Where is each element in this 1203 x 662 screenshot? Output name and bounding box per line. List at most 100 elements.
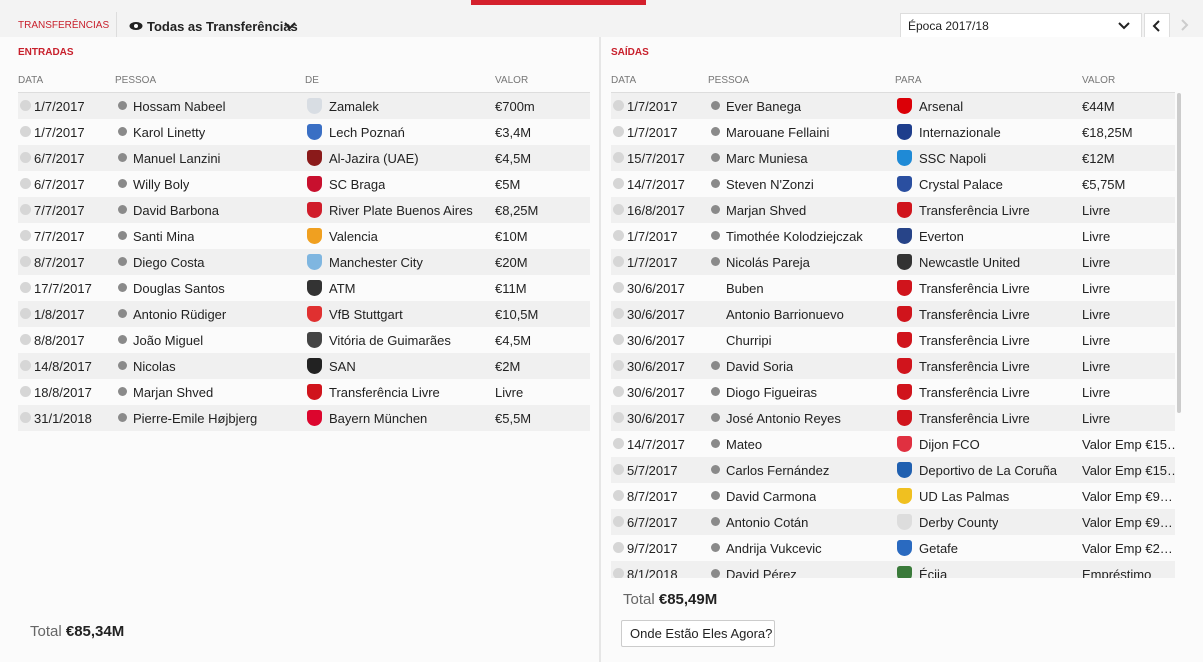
table-row[interactable]: 18/8/2017 Marjan Shved Transferência Livre… <box>18 379 590 405</box>
club-crest <box>897 488 912 504</box>
date: 30/6/2017 <box>627 333 685 348</box>
table-row[interactable]: 1/7/2017 Timothée Kolodziejczak Everton Liv… <box>611 223 1175 249</box>
scrollbar[interactable] <box>1177 93 1181 413</box>
value: €3,4M <box>495 125 532 140</box>
club-crest <box>897 150 912 166</box>
table-row[interactable]: 6/7/2017 Manuel Lanzini Al-Jazira (UAE) €4,… <box>18 145 590 171</box>
table-row[interactable]: 5/7/2017 Carlos Fernández Deportivo de La … <box>611 457 1175 483</box>
club: Crystal Palace <box>919 177 1003 192</box>
value: Valor Emp €15… <box>1082 437 1175 452</box>
table-row[interactable]: 8/1/2018 David Pérez Écija Empréstimo <box>611 561 1175 578</box>
person: Carlos Fernández <box>726 463 830 478</box>
column-header: PARA <box>895 75 922 86</box>
value: Livre <box>1082 229 1111 244</box>
info-icon <box>711 231 720 240</box>
table-row[interactable]: 31/1/2018 Pierre-Emile Højbjerg Bayern Mün… <box>18 405 590 431</box>
table-row[interactable]: 1/7/2017 Nicolás Pareja Newcastle United Li… <box>611 249 1175 275</box>
table-row[interactable]: 7/7/2017 Santi Mina Valencia €10M <box>18 223 590 249</box>
info-icon <box>711 413 720 422</box>
table-row[interactable]: 30/6/2017 Diogo Figueiras Transferência Li… <box>611 379 1175 405</box>
info-icon <box>711 439 720 448</box>
table-row[interactable]: 8/7/2017 Diego Costa Manchester City €20M <box>18 249 590 275</box>
club: Zamalek <box>329 99 379 114</box>
value: €20M <box>495 255 528 270</box>
table-row[interactable]: 17/7/2017 Douglas Santos ATM €11M <box>18 275 590 301</box>
table-row[interactable]: 6/7/2017 Willy Boly SC Braga €5M <box>18 171 590 197</box>
table-row[interactable]: 1/7/2017 Karol Linetty Lech Poznań €3,4M <box>18 119 590 145</box>
date: 18/8/2017 <box>34 385 92 400</box>
person: Steven N'Zonzi <box>726 177 814 192</box>
column-header: DATA <box>611 75 637 86</box>
date: 1/7/2017 <box>627 229 678 244</box>
table-row[interactable]: 30/6/2017 David Soria Transferência Livre L… <box>611 353 1175 379</box>
club-crest <box>307 98 322 114</box>
table-row[interactable]: 30/6/2017 Antonio Barrionuevo Transferênci… <box>611 301 1175 327</box>
value: €11M <box>495 281 527 296</box>
value: €700m <box>495 99 535 114</box>
date: 30/6/2017 <box>627 411 685 426</box>
date: 17/7/2017 <box>34 281 92 296</box>
table-row[interactable]: 7/7/2017 David Barbona River Plate Buenos … <box>18 197 590 223</box>
column-header: PESSOA <box>115 75 157 86</box>
table-row[interactable]: 1/7/2017 Ever Banega Arsenal €44M <box>611 93 1175 119</box>
club: Deportivo de La Coruña <box>919 463 1058 478</box>
next-button[interactable] <box>1172 13 1196 37</box>
date: 1/8/2017 <box>34 307 85 322</box>
total-value: €85,49M <box>658 591 718 608</box>
value: Livre <box>495 385 524 400</box>
value: €10,5M <box>495 307 539 322</box>
season-label: Época 2017/18 <box>908 19 989 33</box>
club: Lech Poznań <box>329 125 405 140</box>
info-icon <box>118 153 127 162</box>
table-row[interactable]: 1/7/2017 Marouane Fellaini Internazionale €… <box>611 119 1175 145</box>
value: €10M <box>495 229 528 244</box>
eye-icon <box>129 22 143 30</box>
status-icon <box>613 204 624 215</box>
person: Marjan Shved <box>133 385 214 400</box>
date: 14/7/2017 <box>627 177 685 192</box>
status-icon <box>20 178 31 189</box>
status-icon <box>613 230 624 241</box>
person: Buben <box>726 281 764 296</box>
person: David Pérez <box>726 567 797 578</box>
table-row[interactable]: 16/8/2017 Marjan Shved Transferência Livre… <box>611 197 1175 223</box>
tab-title[interactable]: TRANSFERÊNCIAS <box>18 20 110 31</box>
table-row[interactable]: 8/8/2017 João Miguel Vitória de Guimarães €… <box>18 327 590 353</box>
club: ATM <box>329 281 356 296</box>
where-are-they-button[interactable] <box>621 620 775 647</box>
date: 31/1/2018 <box>34 411 92 426</box>
status-icon <box>20 412 31 423</box>
filter-dropdown[interactable]: Todas as Transferências <box>147 19 298 34</box>
table-row[interactable]: 9/7/2017 Andrija Vukcevic Getafe Valor Emp … <box>611 535 1175 561</box>
table-row[interactable]: 30/6/2017 Buben Transferência Livre Livre <box>611 275 1175 301</box>
person: Karol Linetty <box>133 125 206 140</box>
status-icon <box>613 542 624 553</box>
date: 14/8/2017 <box>34 359 92 374</box>
table-row[interactable]: 14/7/2017 Mateo Dijon FCO Valor Emp €15… <box>611 431 1175 457</box>
table-row[interactable]: 14/7/2017 Steven N'Zonzi Crystal Palace €5,… <box>611 171 1175 197</box>
person: Marc Muniesa <box>726 151 808 166</box>
table-row[interactable]: 30/6/2017 José Antonio Reyes Transferência… <box>611 405 1175 431</box>
prev-button[interactable] <box>1144 13 1170 39</box>
table-row[interactable]: 8/7/2017 David Carmona UD Las Palmas Valor … <box>611 483 1175 509</box>
club-crest <box>897 280 912 296</box>
table-row[interactable]: 30/6/2017 Churripi Transferência Livre Livr… <box>611 327 1175 353</box>
club-crest <box>897 384 912 400</box>
club: River Plate Buenos Aires <box>329 203 473 218</box>
club: Arsenal <box>919 99 964 114</box>
date: 30/6/2017 <box>627 281 685 296</box>
club: Getafe <box>919 541 959 556</box>
column-header: VALOR <box>495 75 529 86</box>
table-row[interactable]: 1/8/2017 Antonio Rüdiger VfB Stuttgart €10,… <box>18 301 590 327</box>
date: 1/7/2017 <box>627 99 678 114</box>
column-header: DATA <box>18 75 44 86</box>
table-row[interactable]: 15/7/2017 Marc Muniesa SSC Napoli €12M <box>611 145 1175 171</box>
rows: 1/7/2017 Ever Banega Arsenal €44M 1/7/2017 Ma… <box>611 93 1175 578</box>
person: David Barbona <box>133 203 219 218</box>
table-row[interactable]: 6/7/2017 Antonio Cotán Derby County Valor E… <box>611 509 1175 535</box>
table-row[interactable]: 1/7/2017 Hossam Nabeel Zamalek €700m <box>18 93 590 119</box>
table-row[interactable]: 14/8/2017 Nicolas SAN €2M <box>18 353 590 379</box>
person: Antonio Barrionuevo <box>726 307 844 322</box>
status-icon <box>613 126 624 137</box>
